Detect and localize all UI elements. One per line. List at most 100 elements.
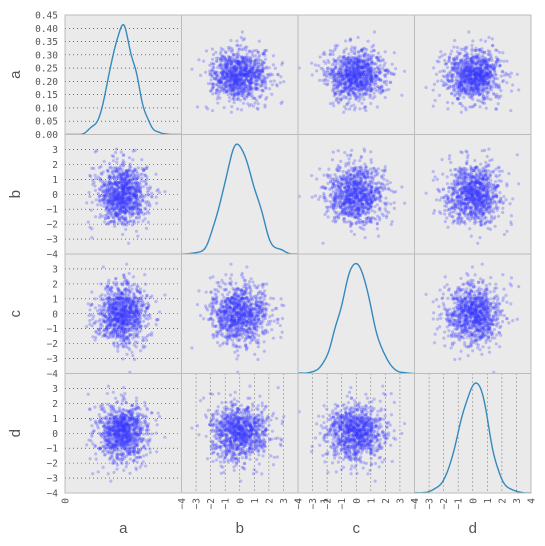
scatter-point [374,55,379,60]
scatter-point [355,192,359,196]
scatter-point [241,60,246,64]
scatter-point [459,80,464,84]
scatter-point [357,63,362,67]
scatter-point [492,65,496,70]
scatter-point [460,69,464,73]
scatter-point [373,74,377,78]
scatter-point [236,93,240,97]
scatter-point [125,220,129,224]
scatter-point [501,78,506,83]
scatter-point [364,64,368,68]
scatter-point [98,188,102,192]
scatter-point [240,56,244,61]
scatter-point [348,71,352,75]
scatter-point [363,193,367,197]
scatter-point [355,194,359,198]
scatter-point [355,79,359,83]
scatter-point [339,89,343,93]
scatter-point [334,97,339,101]
scatter-point [460,89,464,93]
scatter-point [88,225,92,229]
scatter-point [360,170,364,174]
scatter-point [233,58,237,62]
scatter-point [382,183,387,187]
scatter-point [358,200,362,204]
scatter-point [116,195,120,199]
scatter-point [229,110,233,114]
scatter-point [345,69,349,73]
scatter-point [367,64,371,68]
scatter-point [477,85,482,89]
scatter-point [381,89,386,93]
scatter-point [127,170,131,174]
scatter-point [346,72,351,77]
scatter-point [368,67,372,71]
scatter-point [225,68,229,72]
scatter-point [331,74,335,78]
scatter-point [474,74,478,78]
scatter-point [128,181,132,185]
scatter-point [473,81,478,85]
scatter-point [349,93,353,97]
scatter-point [336,184,340,188]
scatter-point [224,64,228,68]
scatter-point [465,65,469,69]
scatter-point [358,75,362,79]
scatter-point [457,52,461,56]
scatter-point [357,186,361,191]
scatter-point [240,93,244,98]
scatter-point [239,55,243,60]
scatter-point [112,173,116,177]
scatter-point [233,79,237,83]
scatter-point [227,56,232,60]
scatter-point [211,84,216,89]
scatter-point [456,92,460,96]
scatter-point [93,184,97,188]
scatter-point [332,202,336,206]
scatter-point [250,67,254,71]
scatter-point [112,215,116,220]
scatter-point [126,179,130,183]
scatter-point [144,166,148,171]
scatter-point [468,91,473,95]
scatter-point [138,185,142,189]
scatter-point [248,84,252,88]
scatter-point [353,70,357,74]
scatter-point [334,211,338,215]
scatter-point [251,71,255,75]
scatter-point [250,70,254,74]
scatter-point [355,181,359,185]
scatter-point [470,69,474,73]
scatter-point [356,182,361,186]
scatter-point [479,72,483,77]
scatter-point [129,165,133,169]
scatter-point [335,167,339,172]
scatter-point [101,194,106,198]
scatter-point [347,177,351,182]
scatter-point [460,59,464,63]
scatter-point [483,83,487,87]
scatter-point [113,206,117,210]
scatter-point [117,209,121,213]
scatter-point [239,61,243,65]
scatter-point [365,203,369,207]
scatter-point [364,86,368,90]
scatter-point [478,73,482,77]
scatter-point [347,93,351,97]
scatter-point [370,216,374,220]
scatter-point [117,190,121,194]
scatter-point [351,75,355,80]
scatter-point [381,89,385,93]
scatter-point [248,74,252,78]
scatter-point [354,189,358,193]
scatter-point [225,57,230,62]
scatter-point [353,182,357,186]
scatter-point [262,51,267,55]
scatter-point [367,192,371,196]
scatter-point [141,196,145,200]
scatter-point [342,186,347,190]
scatter-point [130,185,134,189]
scatter-point [360,182,364,186]
scatter-point [372,181,376,185]
scatter-point [121,191,125,195]
